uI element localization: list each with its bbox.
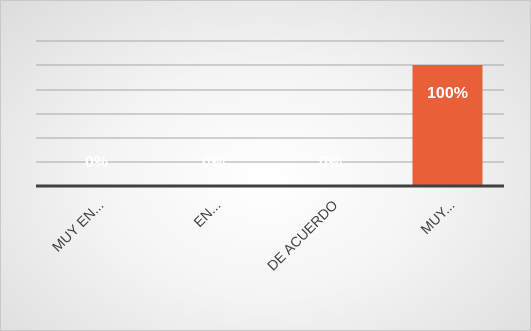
category-label: MUY EN... xyxy=(49,197,107,255)
data-label: 100% xyxy=(427,85,468,102)
category-label: EN... xyxy=(190,197,223,230)
data-label: 0% xyxy=(85,154,108,171)
data-label: 0% xyxy=(319,154,342,171)
category-label: MUY... xyxy=(417,197,457,237)
data-label: 0% xyxy=(202,154,225,171)
bar xyxy=(412,65,483,186)
category-label: DE ACUERDO xyxy=(264,197,341,274)
